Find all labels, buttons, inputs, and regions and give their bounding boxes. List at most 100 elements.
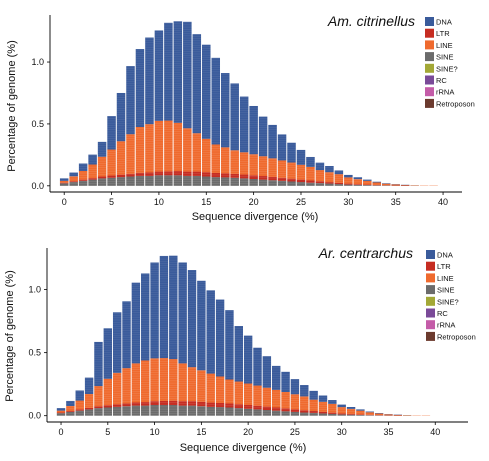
bar-segment-ltr-23 xyxy=(272,407,281,411)
bar-segment-dna-10 xyxy=(154,30,164,121)
bar-segment-ltr-32 xyxy=(356,414,365,415)
bar-segment-sine-25 xyxy=(296,182,306,186)
bar-segment-sine-30 xyxy=(344,184,353,186)
bar-segment-ltr-9 xyxy=(141,402,150,406)
bar-segment-line-24 xyxy=(281,391,290,409)
bar-segment-line-5 xyxy=(103,378,113,406)
bar-segment-dna-26 xyxy=(300,385,309,397)
legend-swatch-line xyxy=(425,40,434,50)
bar-segment-sine-2 xyxy=(75,410,84,416)
bar-segment-dna-27 xyxy=(309,390,318,400)
bar-segment-ltr-31 xyxy=(346,413,356,415)
x-tick-label: 30 xyxy=(343,197,353,207)
bar-segment-sine-8 xyxy=(131,405,141,416)
legend-label: DNA xyxy=(436,18,452,27)
legend-label: Retroposon xyxy=(436,99,475,108)
legend-swatch-retroposon xyxy=(425,98,434,108)
bar-segment-ltr-29 xyxy=(328,412,337,414)
bar-segment-sine-29 xyxy=(334,184,344,186)
bar-segment-dna-2 xyxy=(75,390,84,401)
bar-segment-ltr-27 xyxy=(309,411,318,413)
bar-segment-dna-32 xyxy=(363,179,372,181)
bar-segment-line-23 xyxy=(272,389,281,408)
bar-segment-line-6 xyxy=(112,372,122,405)
bar-segment-line-8 xyxy=(135,127,145,173)
bar-segment-ltr-19 xyxy=(239,174,249,179)
bar-segment-ltr-22 xyxy=(268,176,277,181)
bar-segment-dna-27 xyxy=(315,162,325,171)
bar-segment-line-27 xyxy=(315,170,325,182)
bar-segment-ltr-20 xyxy=(249,175,258,179)
legend-label: LTR xyxy=(437,262,451,271)
bar-segment-sine-1 xyxy=(66,411,75,416)
bar-segment-line-13 xyxy=(178,363,187,402)
bar-segment-sine-32 xyxy=(363,185,372,186)
bar-segment-dna-6 xyxy=(112,312,122,373)
bar-segment-ltr-3 xyxy=(88,178,97,180)
legend-swatch-sine xyxy=(425,63,434,73)
bar-segment-sine-16 xyxy=(206,406,215,416)
legend-label: Retroposon xyxy=(437,332,476,341)
bar-segment-dna-25 xyxy=(296,149,306,165)
bar-segment-sine-1 xyxy=(69,182,78,186)
legend-label: DNA xyxy=(437,251,453,260)
bar-segment-line-14 xyxy=(192,133,202,172)
bar-segment-dna-30 xyxy=(344,174,353,178)
bar-segment-line-33 xyxy=(372,182,382,185)
legend: DNA LTR LINE SINE SINE? RC rRNA Retroposon xyxy=(426,250,476,341)
bar-segment-ltr-28 xyxy=(325,182,334,184)
bar-segment-line-22 xyxy=(268,158,277,177)
bar-segment-dna-18 xyxy=(225,310,234,380)
bar-segment-dna-32 xyxy=(356,409,365,411)
x-tick-label: 5 xyxy=(105,427,110,437)
bar-segment-line-36 xyxy=(400,184,410,186)
bar-segment-ltr-11 xyxy=(159,400,169,405)
bar-segment-ltr-9 xyxy=(145,172,154,176)
bar-segment-sine-0 xyxy=(59,183,69,186)
bar-segment-sine-33 xyxy=(372,185,382,186)
bar-segment-line-30 xyxy=(344,177,353,184)
bar-segment-dna-11 xyxy=(159,255,169,359)
bar-segment-ltr-16 xyxy=(206,402,215,407)
x-tick-label: 0 xyxy=(62,197,67,207)
bar-segment-sine-5 xyxy=(107,177,116,186)
legend-swatch-sine xyxy=(426,296,435,306)
bar-segment-ltr-7 xyxy=(126,173,135,177)
legend-swatch-dna xyxy=(425,17,434,26)
bar-segment-sine-4 xyxy=(97,178,107,186)
bar-segment-sine-12 xyxy=(173,175,183,186)
bar-segment-line-0 xyxy=(59,180,69,183)
bar-segment-ltr-31 xyxy=(353,184,363,185)
y-axis-title: Percentage of genome (%) xyxy=(4,270,16,401)
bar-segment-sine-26 xyxy=(306,182,315,186)
bar-segment-ltr-29 xyxy=(334,182,344,185)
bar-segment-ltr-15 xyxy=(197,401,206,407)
bar-segment-line-2 xyxy=(78,170,88,180)
bar-segment-line-33 xyxy=(365,412,374,415)
bar-segment-sine-7 xyxy=(126,176,135,186)
bar-segment-line-27 xyxy=(309,399,318,412)
x-tick-label: 10 xyxy=(154,197,164,207)
bar-segment-dna-9 xyxy=(141,273,150,361)
bar-segment-line-22 xyxy=(262,387,272,407)
legend-label: LINE xyxy=(437,274,454,283)
bar-segment-line-29 xyxy=(334,174,344,183)
y-tick-label: 1.0 xyxy=(28,285,41,295)
bar-segment-line-17 xyxy=(220,147,230,174)
bar-segment-sine-28 xyxy=(325,183,334,186)
bar-segment-ltr-15 xyxy=(202,172,211,177)
bar-segment-ltr-6 xyxy=(112,404,122,407)
bar-segment-sine-10 xyxy=(150,404,159,416)
bar-segment-line-20 xyxy=(249,154,258,176)
bar-segment-sine-17 xyxy=(215,407,225,416)
bar-segment-dna-30 xyxy=(337,404,346,408)
bar-segment-sine-14 xyxy=(187,405,197,416)
bar-segment-sine-9 xyxy=(145,175,154,186)
bar-segment-dna-8 xyxy=(131,282,141,364)
bar-segment-line-32 xyxy=(363,180,372,185)
bar-segment-sine-30 xyxy=(337,414,346,416)
bar-segment-line-18 xyxy=(230,150,239,174)
bar-segment-ltr-24 xyxy=(281,408,290,412)
bar-segment-line-10 xyxy=(150,358,159,402)
y-tick-label: 0.0 xyxy=(31,181,44,191)
